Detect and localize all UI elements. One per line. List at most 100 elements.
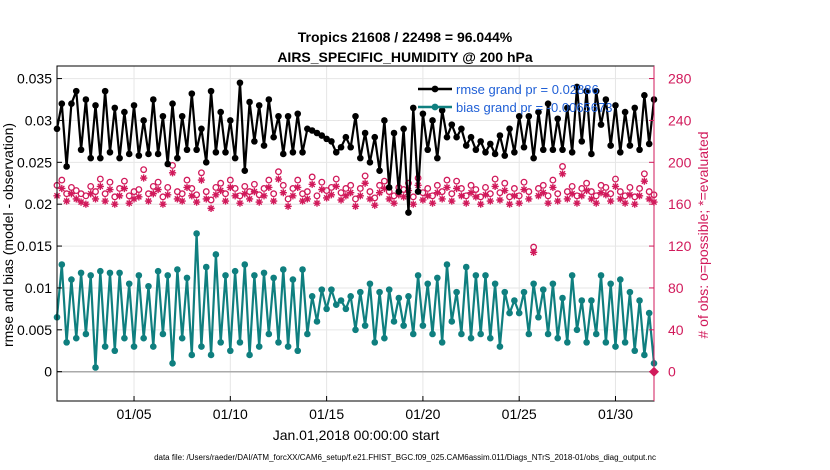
legend-bias-marker xyxy=(431,103,439,111)
bias-point xyxy=(149,343,157,350)
bias-point xyxy=(592,330,600,338)
obs-possible-marker xyxy=(178,190,186,198)
obs-evaluated-marker xyxy=(424,192,432,200)
obs-evaluated-marker xyxy=(149,190,157,198)
obs-evaluated-marker xyxy=(438,195,446,203)
rmse-point xyxy=(626,142,634,149)
rmse-point xyxy=(154,150,162,158)
bias-point xyxy=(641,351,648,359)
bias-point xyxy=(313,318,321,325)
obs-evaluated-marker xyxy=(91,195,100,203)
bias-point xyxy=(554,334,562,342)
obs-evaluated-marker xyxy=(221,197,230,205)
bias-point xyxy=(645,309,653,317)
obs-possible-marker xyxy=(568,182,576,190)
obs-evaluated-marker xyxy=(193,198,201,206)
obs-possible-marker xyxy=(222,190,229,198)
bias-point xyxy=(270,274,277,282)
bias-point xyxy=(217,339,224,346)
rmse-point xyxy=(409,104,417,112)
bias-point xyxy=(106,269,114,277)
bias-point xyxy=(236,339,244,346)
bias-point xyxy=(487,334,494,342)
rmse-point xyxy=(400,125,407,133)
obs-possible-marker xyxy=(125,192,133,200)
right-y-tick-label: 0 xyxy=(668,364,676,380)
rmse-point xyxy=(342,133,350,141)
obs-possible-marker xyxy=(501,179,509,187)
bias-point xyxy=(491,280,499,288)
bias-point xyxy=(198,343,205,350)
obs-evaluated-marker xyxy=(472,193,480,201)
rmse-point xyxy=(458,125,465,133)
obs-possible-marker xyxy=(197,169,205,177)
obs-evaluated-marker xyxy=(568,190,576,198)
obs-evaluated-marker xyxy=(274,175,283,183)
obs-evaluated-marker xyxy=(375,189,384,197)
bias-point xyxy=(366,280,374,288)
bias-series xyxy=(53,230,658,371)
obs-evaluated-marker xyxy=(587,195,596,203)
obs-possible-marker xyxy=(284,195,292,203)
chart-subtitle: AIRS_SPECIFIC_HUMIDITY @ 200 hPa xyxy=(277,49,533,65)
obs-possible-marker xyxy=(96,175,104,183)
obs-possible-marker xyxy=(549,176,557,184)
bias-point xyxy=(352,326,359,334)
obs-evaluated-marker xyxy=(270,197,278,205)
obs-possible-marker xyxy=(356,185,364,192)
rmse-point xyxy=(352,112,359,120)
bias-point xyxy=(87,272,95,279)
rmse-point xyxy=(438,107,446,114)
bias-point xyxy=(227,347,234,355)
rmse-point xyxy=(448,121,456,128)
bias-point xyxy=(222,272,229,279)
obs-evaluated-marker xyxy=(645,195,653,203)
obs-possible-marker xyxy=(491,175,499,183)
rmse-point xyxy=(289,148,297,156)
rmse-point xyxy=(183,146,191,154)
bias-point xyxy=(496,343,504,350)
bias-point xyxy=(125,280,133,288)
x-tick-label: 01/25 xyxy=(502,406,537,422)
bias-point xyxy=(289,276,297,283)
bias-point xyxy=(448,318,456,325)
bias-point xyxy=(409,330,417,338)
obs-evaluated-marker xyxy=(144,197,153,205)
rmse-point xyxy=(592,87,600,95)
rmse-point xyxy=(135,152,143,159)
rmse-point xyxy=(583,87,590,95)
plot-area xyxy=(53,79,658,371)
legend-bias-label: bias grand pr = -0.0065673 xyxy=(456,100,612,115)
rmse-point xyxy=(544,100,552,107)
rmse-point xyxy=(477,138,484,145)
obs-evaluated-marker xyxy=(337,196,345,204)
bias-point xyxy=(58,261,66,268)
rmse-point xyxy=(385,184,393,191)
obs-evaluated-marker xyxy=(164,191,172,199)
obs-possible-marker xyxy=(554,190,562,198)
rmse-point xyxy=(371,133,379,141)
obs-possible-marker xyxy=(212,183,220,191)
rmse-point xyxy=(251,138,258,145)
bias-point xyxy=(429,330,436,338)
bias-point xyxy=(424,280,432,288)
rmse-point xyxy=(559,146,566,154)
left-y-tick-label: 0.025 xyxy=(17,154,52,170)
rmse-point xyxy=(260,142,268,149)
chart-title: Tropics 21608 / 22498 = 96.044% xyxy=(298,29,513,45)
bias-point xyxy=(347,293,354,300)
bias-point xyxy=(275,339,282,346)
obs-evaluated-marker xyxy=(467,189,475,197)
bias-point xyxy=(318,286,326,293)
obs-evaluated-marker xyxy=(178,197,186,205)
obs-evaluated-marker xyxy=(592,199,600,207)
obs-possible-marker xyxy=(640,170,648,178)
bias-point xyxy=(116,269,123,277)
bias-point xyxy=(255,343,263,350)
rmse-point xyxy=(515,112,523,120)
rmse-point xyxy=(198,125,205,133)
right-y-tick-label: 200 xyxy=(668,154,692,170)
obs-evaluated-marker xyxy=(96,182,104,190)
rmse-point xyxy=(125,150,133,158)
